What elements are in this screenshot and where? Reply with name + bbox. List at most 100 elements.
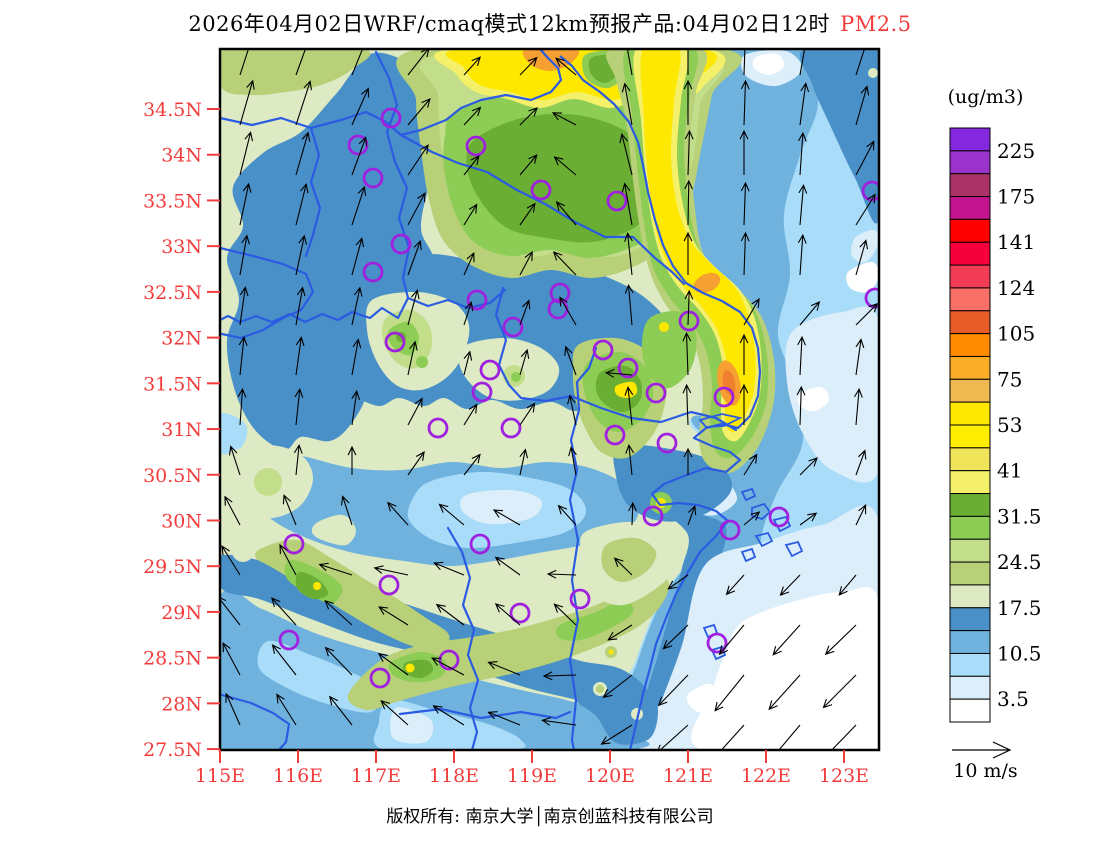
province-border — [399, 133, 686, 286]
wind-arrow — [487, 661, 521, 676]
city-marker — [471, 381, 493, 403]
colorbar-unit-label: (ug/m3) — [947, 86, 1024, 108]
wind-arrow — [740, 79, 750, 126]
city-marker — [466, 289, 488, 311]
island-outline — [754, 531, 774, 548]
wind-arrow — [519, 202, 536, 226]
wind-arrow — [519, 299, 531, 326]
wind-arrow — [613, 557, 633, 576]
wind-arrow — [743, 297, 760, 326]
wind-arrow — [621, 82, 633, 126]
wind-arrow — [855, 302, 879, 326]
y-axis-label: 34N — [161, 145, 202, 167]
wind-arrow — [295, 49, 307, 76]
wind-arrow — [276, 693, 297, 726]
contour-region — [608, 649, 614, 655]
contour-region — [614, 381, 638, 399]
wind-arrow — [238, 335, 248, 376]
contour-region — [752, 53, 785, 76]
wind-arrow — [798, 183, 808, 226]
wind-arrow — [239, 131, 254, 176]
wind-arrow — [743, 511, 761, 526]
city-marker — [656, 432, 678, 454]
coastline-path — [559, 55, 762, 750]
wind-arrow — [799, 301, 821, 326]
wind-arrow — [798, 131, 807, 176]
contour-region — [220, 49, 371, 96]
wind-arrow — [683, 447, 693, 475]
colorbar-segment — [949, 401, 991, 426]
contour-region — [785, 306, 879, 483]
wind-arrow — [407, 397, 423, 426]
city-marker — [530, 179, 552, 201]
city-marker — [369, 667, 391, 689]
wind-arrow — [740, 181, 750, 226]
contour-region — [693, 272, 721, 294]
city-marker — [713, 386, 735, 408]
city-marker — [706, 632, 728, 654]
wind-scale-label: 10 m/s — [953, 760, 1018, 782]
wind-arrow — [838, 574, 857, 596]
wind-arrow — [225, 692, 241, 726]
wind-arrow — [625, 443, 635, 476]
wind-arrow — [557, 504, 577, 526]
colorbar-tick-label: 141 — [997, 230, 1035, 254]
wind-arrow — [432, 705, 465, 726]
colorbar-segment — [949, 150, 991, 175]
wind-arrow — [683, 231, 693, 275]
wind-arrow — [239, 49, 250, 76]
colorbar-tick-label: 31.5 — [997, 504, 1042, 528]
contour-region — [232, 540, 254, 562]
wind-arrow — [855, 85, 870, 126]
wind-arrow — [431, 657, 465, 676]
wind-arrow — [347, 445, 357, 475]
colorbar-tick-label: 75 — [997, 367, 1022, 391]
province-borders — [220, 49, 738, 750]
city-marker — [604, 424, 626, 446]
contour-region — [460, 489, 543, 525]
wind-arrow — [487, 711, 521, 726]
wind-arrow — [494, 556, 521, 576]
wind-arrow — [239, 234, 250, 276]
colorbar-tick-label: 175 — [997, 185, 1035, 209]
colorbar-tick-label: 225 — [997, 139, 1035, 163]
wind-arrow — [351, 390, 361, 426]
y-axis-label: 30N — [161, 510, 202, 532]
wind-arrow — [662, 624, 689, 650]
colorbar-segment — [949, 675, 991, 700]
wind-arrow — [796, 385, 806, 426]
colorbar-segment — [949, 493, 991, 517]
city-marker — [642, 505, 664, 527]
wind-arrow — [378, 606, 409, 626]
colorbar-segment — [949, 310, 991, 335]
wind-arrows — [220, 49, 879, 750]
wind-arrow — [351, 136, 368, 176]
colorbar-segment — [949, 241, 991, 266]
colorbar-tick-label: 105 — [997, 322, 1035, 346]
island-outline — [751, 502, 772, 521]
contour-region — [390, 707, 434, 744]
wind-arrow — [552, 251, 577, 276]
wind-arrow — [329, 695, 353, 726]
colorbar-segment — [949, 218, 991, 243]
city-marker — [606, 190, 628, 212]
wind-arrow — [855, 49, 866, 76]
wind-arrow — [567, 394, 577, 426]
wind-arrow — [407, 240, 422, 276]
colorbar-segment — [949, 630, 991, 654]
wind-arrow — [228, 445, 241, 476]
y-axis-label: 30.5N — [143, 465, 202, 487]
wind-arrow — [324, 600, 353, 626]
province-border — [220, 246, 315, 340]
city-marker — [283, 533, 305, 555]
wind-arrow — [351, 185, 367, 226]
map-frame — [218, 47, 881, 752]
wind-arrow — [725, 574, 745, 596]
wind-arrow — [295, 182, 309, 226]
x-axis-label: 122E — [741, 765, 791, 787]
city-marker — [592, 339, 614, 361]
wind-arrow — [541, 716, 577, 726]
wind-arrow — [657, 674, 689, 707]
colorbar-tick-label: 3.5 — [997, 687, 1029, 711]
